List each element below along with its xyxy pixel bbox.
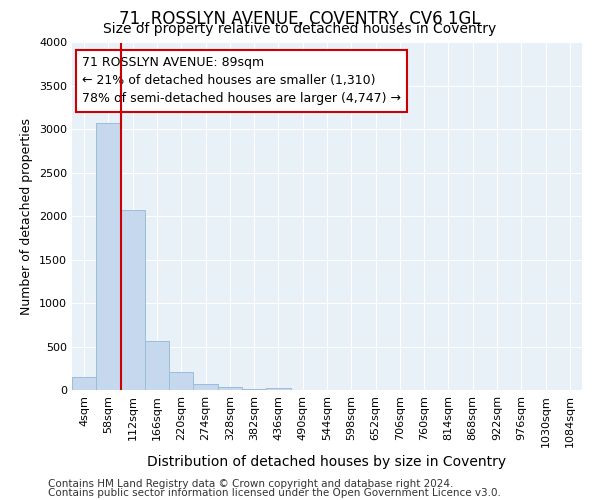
Bar bbox=[266, 388, 290, 390]
Y-axis label: Number of detached properties: Number of detached properties bbox=[20, 118, 34, 315]
Text: Size of property relative to detached houses in Coventry: Size of property relative to detached ho… bbox=[103, 22, 497, 36]
Bar bbox=[242, 389, 266, 390]
Text: 71, ROSSLYN AVENUE, COVENTRY, CV6 1GL: 71, ROSSLYN AVENUE, COVENTRY, CV6 1GL bbox=[119, 10, 481, 28]
Bar bbox=[72, 376, 96, 390]
Bar bbox=[96, 124, 121, 390]
Bar bbox=[121, 210, 145, 390]
Bar bbox=[218, 386, 242, 390]
Bar bbox=[193, 384, 218, 390]
X-axis label: Distribution of detached houses by size in Coventry: Distribution of detached houses by size … bbox=[148, 455, 506, 469]
Bar bbox=[169, 372, 193, 390]
Text: Contains public sector information licensed under the Open Government Licence v3: Contains public sector information licen… bbox=[48, 488, 501, 498]
Text: Contains HM Land Registry data © Crown copyright and database right 2024.: Contains HM Land Registry data © Crown c… bbox=[48, 479, 454, 489]
Text: 71 ROSSLYN AVENUE: 89sqm
← 21% of detached houses are smaller (1,310)
78% of sem: 71 ROSSLYN AVENUE: 89sqm ← 21% of detach… bbox=[82, 56, 401, 106]
Bar bbox=[145, 342, 169, 390]
